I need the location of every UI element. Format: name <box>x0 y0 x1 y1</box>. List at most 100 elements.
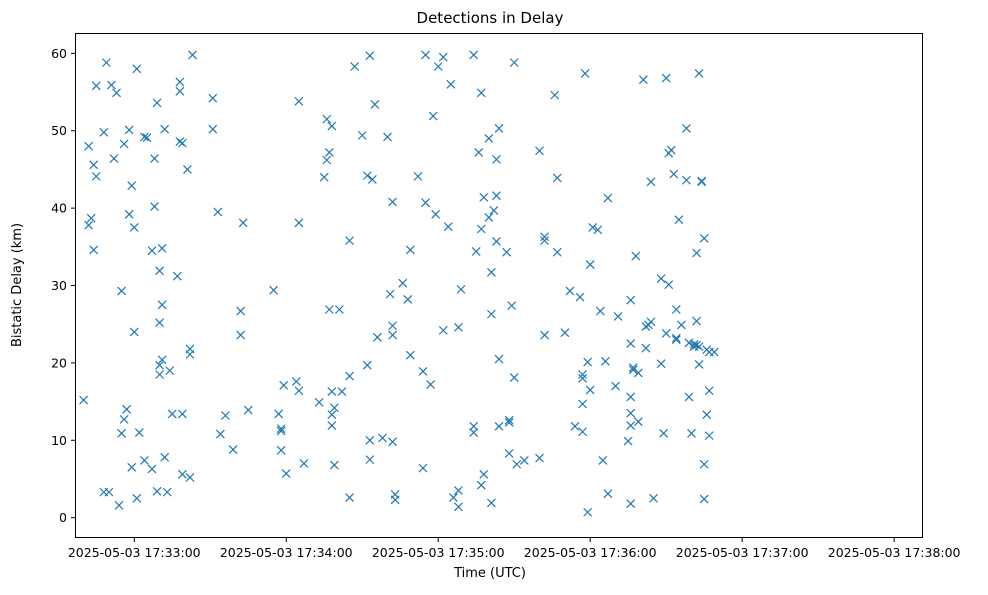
data-point-marker <box>535 146 544 156</box>
data-point-marker <box>699 494 709 504</box>
data-point-marker <box>413 171 423 181</box>
data-point-marker <box>504 449 514 458</box>
data-point-marker <box>492 154 501 164</box>
data-point-marker <box>155 360 165 370</box>
data-point-marker <box>167 409 177 419</box>
data-point-marker <box>84 220 94 230</box>
data-point-marker <box>385 289 395 299</box>
data-point-marker <box>692 248 701 258</box>
data-point-marker <box>162 487 172 497</box>
data-point-marker <box>699 459 709 469</box>
data-point-marker <box>550 90 560 100</box>
data-point-marker <box>687 428 696 438</box>
data-point-marker <box>177 409 187 419</box>
data-point-marker <box>454 322 463 332</box>
data-point-marker <box>578 427 588 437</box>
data-point-marker <box>580 69 590 78</box>
data-point-marker <box>426 380 436 389</box>
chart-title: Detections in Delay <box>417 9 564 27</box>
data-point-marker <box>165 366 175 376</box>
y-tick-label: 0 <box>59 510 67 525</box>
data-point-marker <box>388 330 398 340</box>
data-point-marker <box>405 350 415 360</box>
data-point-marker <box>274 409 284 419</box>
data-point-marker <box>552 247 562 257</box>
data-point-marker <box>117 286 127 296</box>
data-point-marker <box>139 132 149 142</box>
data-point-marker <box>492 191 501 201</box>
data-point-marker <box>370 99 380 109</box>
data-point-marker <box>132 64 142 74</box>
data-point-marker <box>142 133 152 143</box>
data-point-marker <box>324 305 334 314</box>
data-point-marker <box>512 459 522 469</box>
data-point-marker <box>405 245 415 255</box>
data-point-marker <box>674 215 684 225</box>
data-point-marker <box>603 489 613 499</box>
data-point-marker <box>494 421 504 431</box>
data-point-marker <box>626 339 636 348</box>
data-point-marker <box>704 386 714 396</box>
data-point-marker <box>661 73 671 83</box>
data-point-marker <box>388 437 398 447</box>
data-point-marker <box>91 171 101 181</box>
data-point-marker <box>540 330 550 340</box>
data-point-marker <box>124 209 134 219</box>
data-point-marker <box>603 193 613 203</box>
data-point-marker <box>114 500 124 510</box>
data-point-marker <box>365 435 375 445</box>
data-point-marker <box>101 58 111 68</box>
data-point-marker <box>134 428 144 437</box>
data-point-marker <box>656 274 666 283</box>
x-tick-label: 2025-05-03 17:33:00 <box>68 545 201 560</box>
data-point-marker <box>119 414 129 424</box>
data-point-marker <box>638 75 648 85</box>
data-point-marker <box>486 267 496 277</box>
data-point-marker <box>671 305 681 314</box>
plot-frame <box>75 33 923 538</box>
data-point-marker <box>155 370 165 379</box>
data-point-marker <box>431 209 441 219</box>
data-point-marker <box>322 114 332 124</box>
data-point-marker <box>646 177 656 187</box>
data-point-marker <box>697 177 707 187</box>
data-point-marker <box>702 410 712 420</box>
data-point-marker <box>664 280 674 290</box>
data-point-marker <box>329 460 339 470</box>
x-tick-label: 2025-05-03 17:34:00 <box>220 545 353 560</box>
data-point-marker <box>689 339 699 349</box>
data-point-marker <box>132 493 142 503</box>
data-point-marker <box>540 232 550 242</box>
data-point-marker <box>469 428 479 437</box>
data-point-marker <box>631 251 641 261</box>
data-point-marker <box>479 469 489 479</box>
data-point-marker <box>509 373 519 383</box>
data-point-marker <box>327 387 337 396</box>
data-point-marker <box>281 469 291 478</box>
x-tick-label: 2025-05-03 17:36:00 <box>524 545 657 560</box>
data-point-marker <box>666 145 676 155</box>
data-point-marker <box>362 171 372 181</box>
data-point-marker <box>709 347 719 357</box>
data-point-marker <box>319 172 329 182</box>
data-point-marker <box>552 173 562 183</box>
data-point-marker <box>378 433 387 443</box>
y-tick-label: 20 <box>51 355 67 370</box>
data-point-marker <box>486 498 496 508</box>
data-point-marker <box>127 462 137 472</box>
data-point-marker <box>109 154 119 164</box>
data-point-marker <box>628 365 638 375</box>
data-point-marker <box>175 86 185 96</box>
data-point-marker <box>684 392 694 402</box>
data-point-marker <box>188 50 197 60</box>
data-point-marker <box>99 127 109 137</box>
data-point-marker <box>388 197 398 207</box>
data-point-marker <box>147 246 157 256</box>
data-point-marker <box>157 355 167 365</box>
data-point-marker <box>494 123 504 133</box>
data-point-marker <box>479 192 489 202</box>
data-point-marker <box>243 405 253 415</box>
data-point-marker <box>502 247 512 257</box>
data-point-marker <box>150 154 159 164</box>
